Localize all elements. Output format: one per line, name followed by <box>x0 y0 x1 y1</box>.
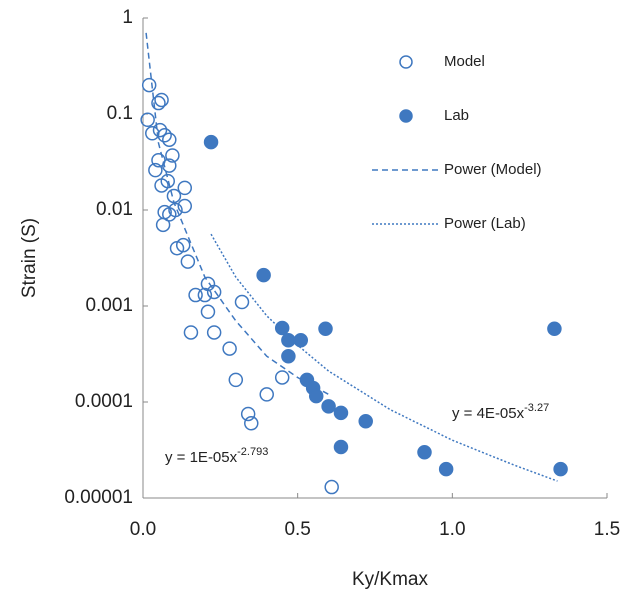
equation-exponent: -3.27 <box>524 402 549 414</box>
lab-point <box>321 399 336 414</box>
model-point <box>259 387 274 402</box>
x-tick-label: 0.5 <box>284 519 310 540</box>
x-tick-label: 1.0 <box>439 519 465 540</box>
model-point <box>154 92 169 108</box>
x-tick-label: 0.0 <box>130 519 156 540</box>
model-point <box>222 341 237 356</box>
lab-point <box>333 405 349 421</box>
lab-point <box>318 321 333 336</box>
lab-point <box>274 320 290 336</box>
lab-point <box>358 414 373 429</box>
y-tick-label: 0.001 <box>85 295 133 316</box>
model-point <box>169 240 185 256</box>
equation: y = 1E-05x-2.793 <box>165 446 268 466</box>
lab-point <box>256 267 271 283</box>
legend-label: Model <box>444 53 485 70</box>
legend-label: Power (Lab) <box>444 215 526 232</box>
model-point <box>206 325 222 340</box>
equation-text: y = 1E-05x <box>165 449 238 466</box>
model-point <box>140 112 155 128</box>
model-point <box>165 148 180 163</box>
model-point <box>162 132 177 147</box>
trend-line <box>145 32 329 396</box>
x-tick-label: 1.5 <box>594 519 620 540</box>
model-point <box>240 406 256 422</box>
model-point <box>228 372 244 388</box>
model-point <box>151 152 166 168</box>
legend-marker <box>399 109 413 123</box>
legend-label: Power (Model) <box>444 161 542 178</box>
model-point <box>188 287 203 303</box>
y-tick-label: 0.1 <box>107 103 133 124</box>
y-tick-label: 0.0001 <box>75 391 133 412</box>
equation-text: y = 4E-05x <box>452 405 525 422</box>
legend-label: Lab <box>444 107 469 124</box>
lab-point <box>281 348 296 364</box>
model-point <box>274 370 290 385</box>
y-tick-label: 1 <box>122 7 133 28</box>
legend-marker <box>399 55 413 69</box>
model-point <box>206 284 222 300</box>
lab-point <box>417 444 432 460</box>
lab-point <box>547 321 562 336</box>
model-point <box>151 95 166 111</box>
y-axis-label: Strain (S) <box>19 218 40 298</box>
model-point <box>197 287 213 303</box>
model-point <box>234 294 250 310</box>
model-point <box>141 77 157 93</box>
model-point <box>148 162 163 178</box>
model-point <box>180 254 196 269</box>
model-point <box>244 416 259 431</box>
lab-point <box>438 461 454 477</box>
lab-point <box>308 388 324 404</box>
model-point <box>183 325 199 340</box>
equation: y = 4E-05x-3.27 <box>452 402 549 422</box>
lab-point <box>203 134 219 150</box>
lab-point <box>553 461 568 477</box>
lab-point <box>293 332 309 348</box>
model-point <box>152 122 168 138</box>
model-point <box>155 217 171 233</box>
model-point <box>177 198 193 214</box>
model-point <box>324 479 339 495</box>
y-tick-label: 0.01 <box>96 199 133 220</box>
model-point <box>168 202 183 218</box>
trend-line <box>210 233 558 482</box>
x-axis-label: Ky/Kmax <box>352 569 429 590</box>
equation-exponent: -2.793 <box>237 446 268 458</box>
model-point <box>200 304 216 320</box>
model-point <box>160 173 175 189</box>
model-point <box>177 180 193 196</box>
y-tick-label: 0.00001 <box>64 487 133 508</box>
lab-point <box>333 439 349 455</box>
